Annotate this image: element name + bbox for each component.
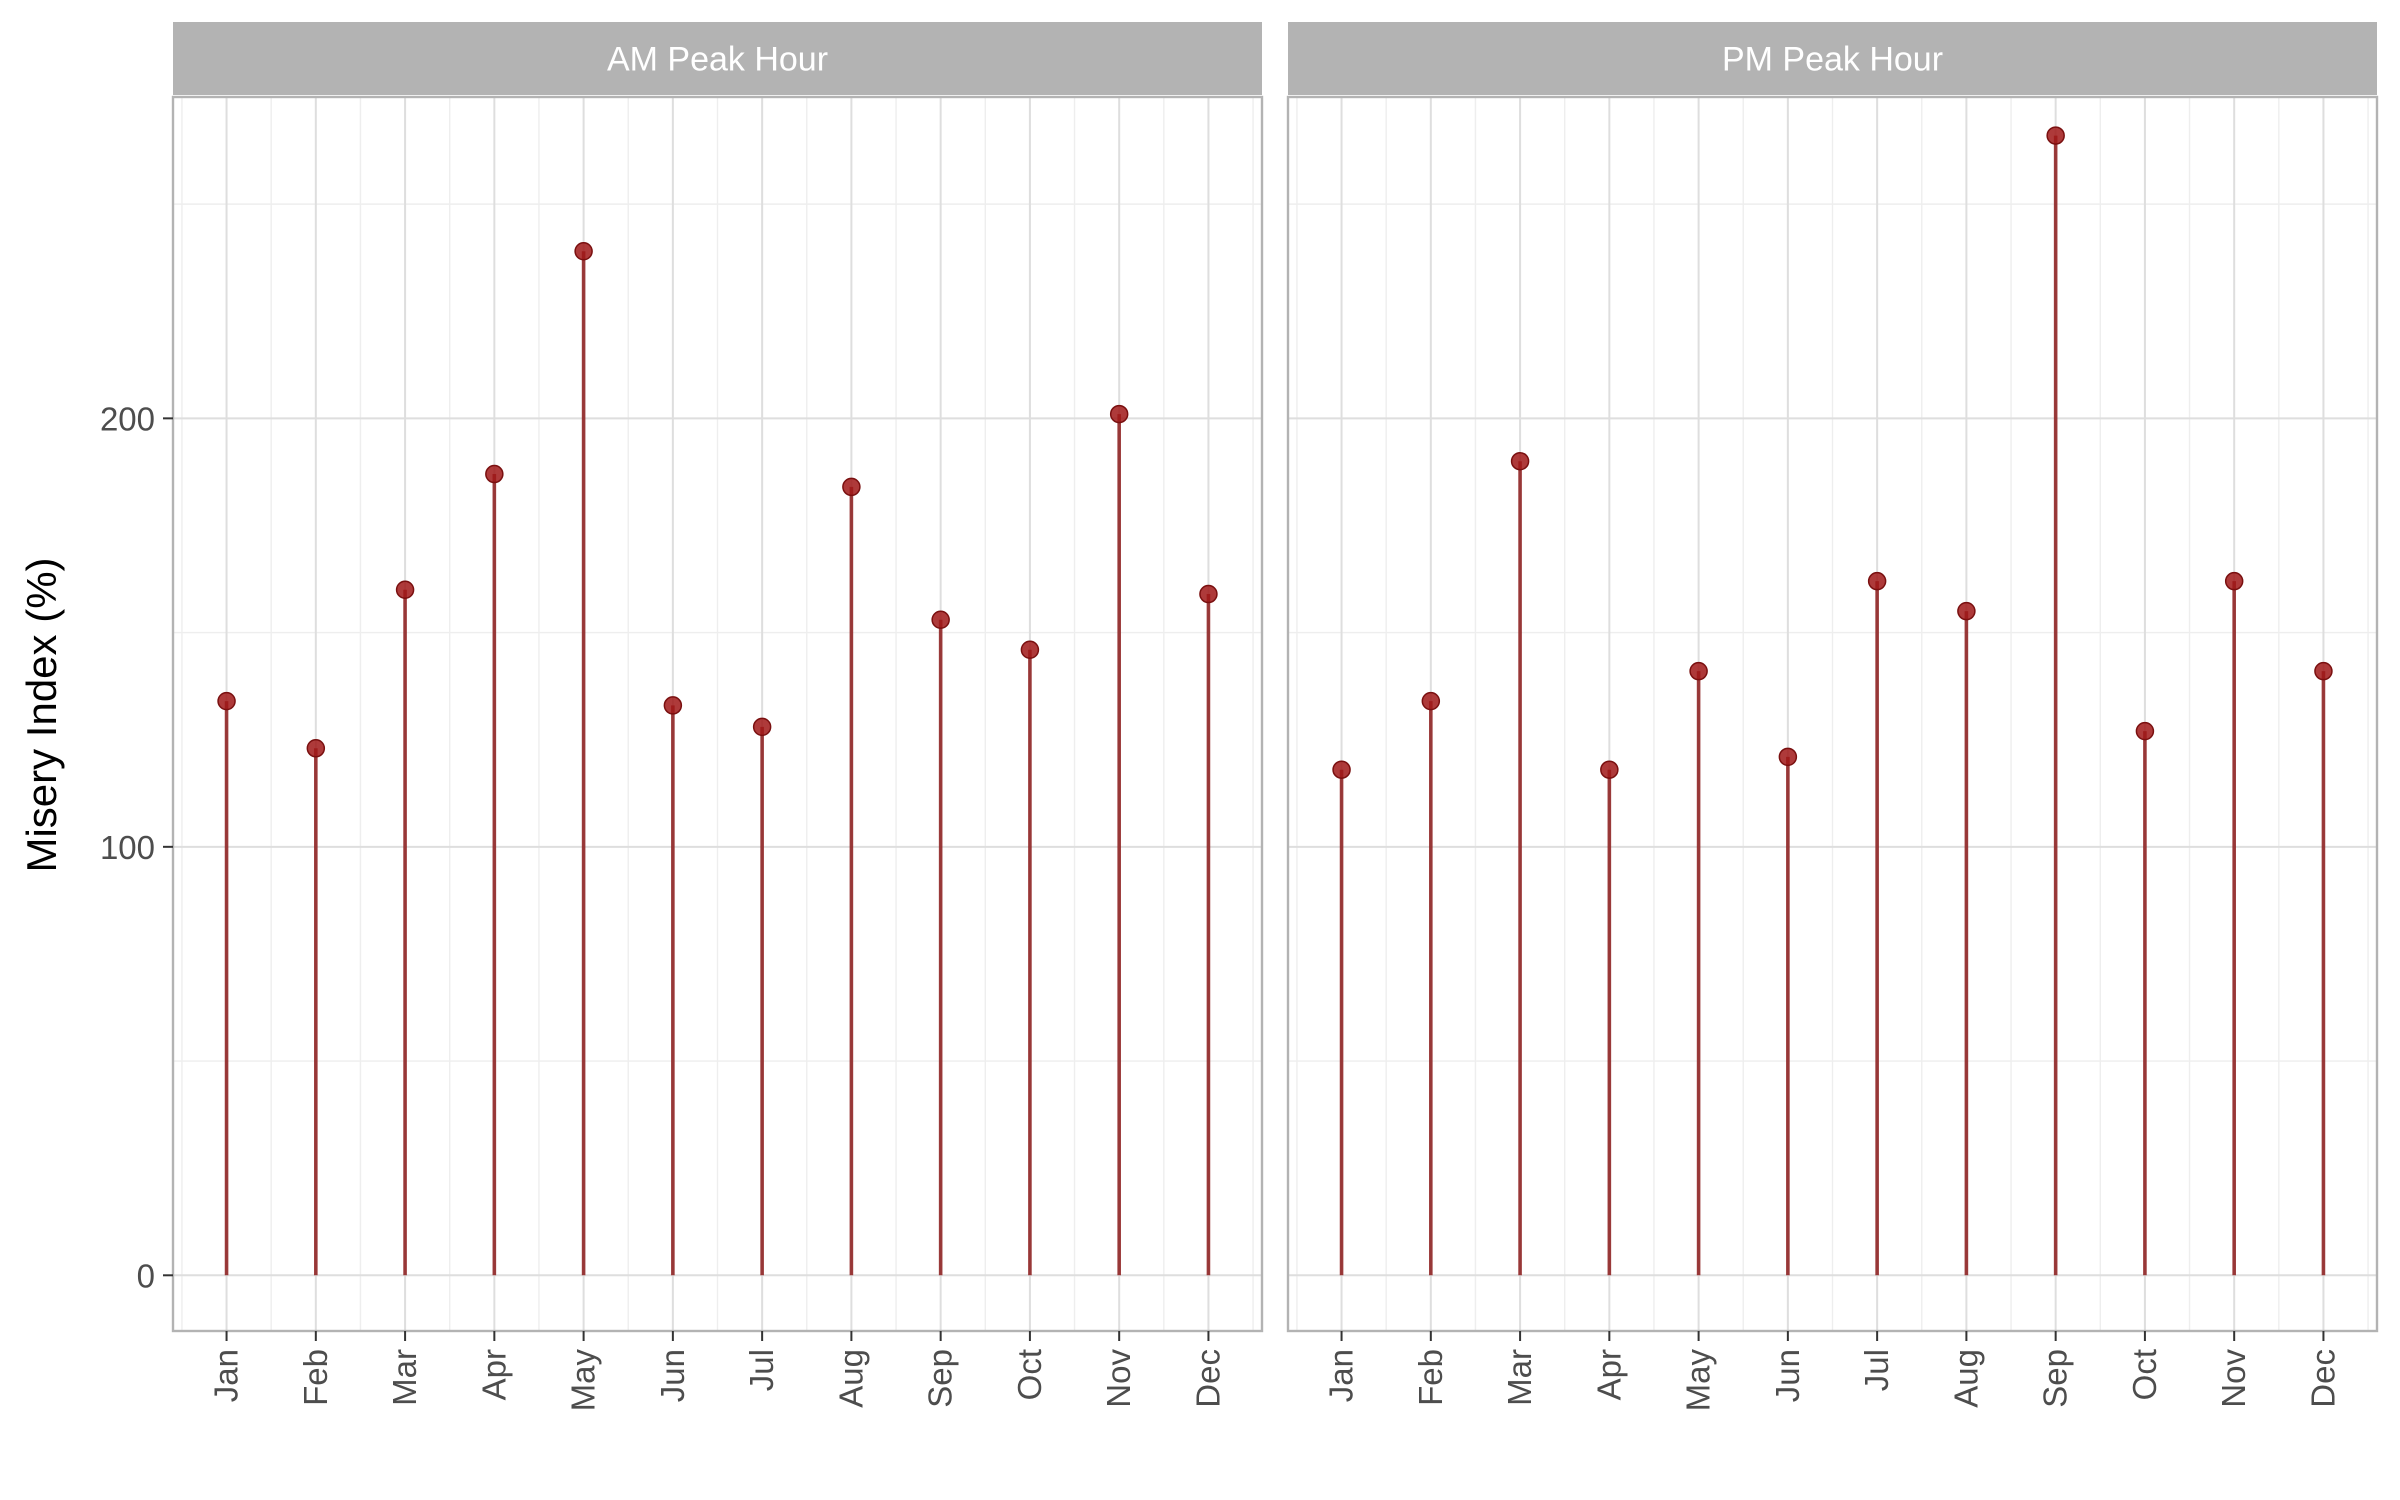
x-tick-label: Aug — [1947, 1349, 1984, 1408]
y-tick-label: 200 — [100, 400, 155, 437]
lollipop-point — [842, 477, 861, 497]
lollipop-point — [1778, 747, 1798, 767]
lollipop-point — [574, 242, 593, 261]
lollipop-point — [1020, 640, 1040, 659]
x-tick-label: Jan — [208, 1349, 245, 1402]
panel-2: PM Peak Hour Jan Feb Mar Apr May Jun Jul Aug Sep O… — [1286, 22, 2379, 1412]
x-tick-label: Sep — [2037, 1349, 2074, 1408]
lollipop-point — [2314, 661, 2333, 681]
x-tick-label: May — [1680, 1349, 1717, 1412]
y-tick-label: 100 — [100, 829, 155, 866]
facet-title: PM Peak Hour — [1722, 41, 1943, 79]
lollipop-point — [1957, 601, 1976, 621]
lollipop-point — [1689, 661, 1708, 681]
facet-title: AM Peak Hour — [607, 41, 828, 79]
lollipop-point — [217, 691, 236, 711]
x-tick-label: Nov — [1100, 1349, 1137, 1408]
x-tick-label: Mar — [1501, 1349, 1538, 1406]
x-tick-label: Oct — [2126, 1349, 2163, 1400]
panel-border — [171, 95, 1264, 1333]
lollipop-point — [1109, 404, 1129, 424]
y-tick-label: 0 — [137, 1257, 155, 1294]
lollipop-point — [1510, 451, 1530, 471]
x-tick-label: Apr — [475, 1349, 512, 1400]
lollipop-point — [1332, 760, 1351, 779]
panel-1: AM Peak Hour Jan Feb Mar Apr May Jun Jul Aug Sep O… — [100, 22, 1264, 1412]
facet-strip — [1288, 22, 2377, 95]
x-tick-label: May — [565, 1349, 602, 1412]
x-tick-label: Jun — [654, 1349, 691, 1402]
lollipop-point — [663, 696, 683, 715]
x-tick-label: Feb — [1412, 1349, 1449, 1406]
lollipop-point — [485, 464, 504, 484]
lollipop-point — [2135, 721, 2155, 741]
lollipop-point — [395, 580, 415, 599]
lollipop-point — [1199, 584, 1218, 604]
x-tick-label: Jul — [1858, 1349, 1895, 1391]
x-tick-label: Jan — [1323, 1349, 1360, 1402]
lollipop-point — [2046, 126, 2065, 145]
lollipop-point — [931, 610, 950, 629]
x-tick-label: Jun — [1769, 1349, 1806, 1402]
panel-border — [1286, 95, 2379, 1333]
x-tick-label: Apr — [1590, 1349, 1627, 1400]
x-tick-label: Dec — [2304, 1349, 2341, 1408]
x-tick-label: Dec — [1189, 1349, 1226, 1408]
x-tick-label: Sep — [922, 1349, 959, 1408]
x-tick-label: Jul — [743, 1349, 780, 1391]
lollipop-point — [2224, 571, 2244, 591]
lollipop-point — [1421, 691, 1441, 711]
lollipop-point — [306, 739, 326, 758]
x-tick-label: Mar — [386, 1349, 423, 1406]
x-tick-label: Oct — [1011, 1349, 1048, 1400]
x-tick-label: Nov — [2215, 1349, 2252, 1408]
lollipop-point — [752, 717, 772, 737]
y-axis-title: Misery Index (%) — [18, 557, 65, 872]
facet-strip — [173, 22, 1262, 95]
x-tick-label: Feb — [297, 1349, 334, 1406]
lollipop-point — [1600, 760, 1619, 779]
x-tick-label: Aug — [832, 1349, 869, 1408]
lollipop-point — [1867, 571, 1887, 591]
